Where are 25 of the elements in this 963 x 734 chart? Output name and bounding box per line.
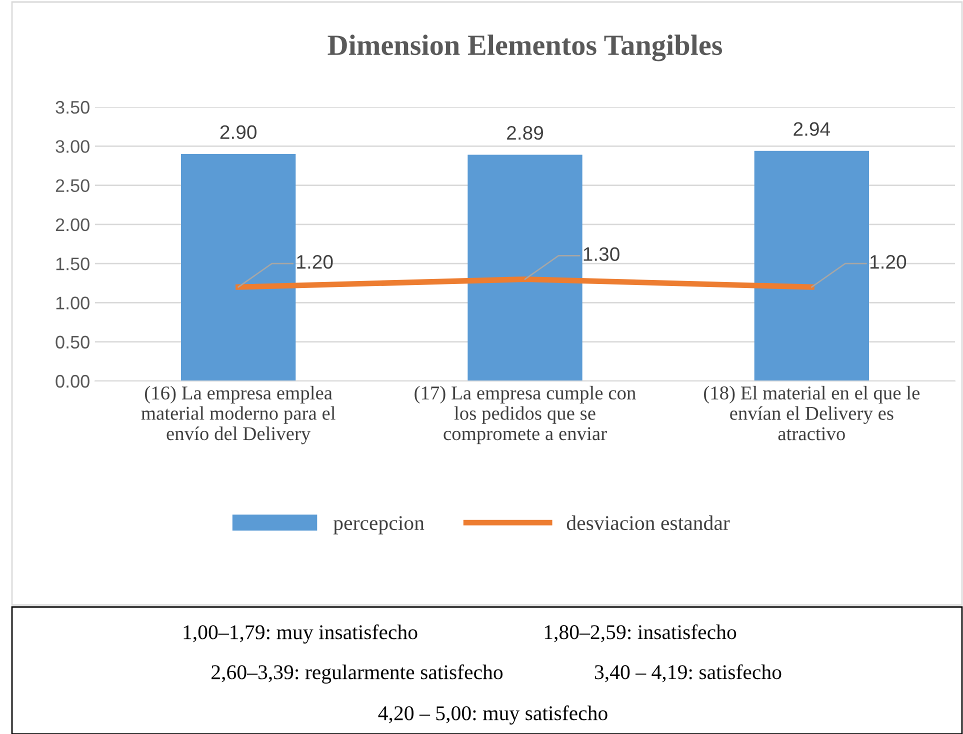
y-tick-label: 1.50 <box>56 258 90 270</box>
legend-label: percepcion <box>333 516 424 534</box>
y-tick-label: 0.00 <box>56 374 90 388</box>
x-tick-label: (17) La empresa cumple con los pedidos que se compromete a enviar <box>414 386 636 444</box>
y-tick-label: 2.00 <box>56 218 90 232</box>
data-label: 2.90 <box>220 125 256 140</box>
text: 1,80–2,59: insatisfecho <box>544 624 736 642</box>
data-label: 1.20 <box>870 255 906 269</box>
x-tick-label: (18) El material en el que le envían el Delivery es atractivo <box>704 386 920 440</box>
y-tick-label: 3.00 <box>56 140 90 153</box>
chart-title: Dimension Elementos Tangibles <box>328 34 722 62</box>
text: 4,20 – 5,00: muy satisfecho <box>378 705 608 725</box>
data-label: 2.89 <box>507 126 543 140</box>
y-tick-label: 0.50 <box>56 336 90 349</box>
data-label: 1.30 <box>584 247 620 261</box>
y-tick-label: 1.00 <box>56 296 90 310</box>
y-tick-label: 3.50 <box>56 100 90 114</box>
legend-label: desviacion estandar <box>566 515 730 530</box>
data-label: 2.94 <box>794 122 830 136</box>
data-label: 1.20 <box>297 255 333 269</box>
text: 3,40 – 4,19: satisfecho <box>594 664 782 682</box>
x-tick-label: (16) La empresa emplea material moderno para el envío del Delivery <box>141 386 336 444</box>
y-tick-label: 2.50 <box>56 179 90 192</box>
text: 2,60–3,39: regularmente satisfecho <box>212 664 503 684</box>
text: 1,00–1,79: muy insatisfecho <box>184 624 418 644</box>
